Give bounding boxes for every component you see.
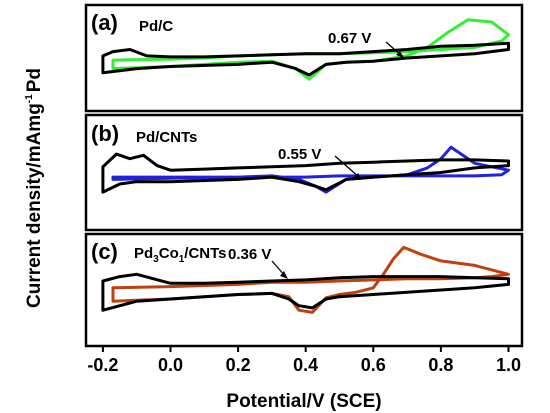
y-axis-title: Current density/mAmg-1Pd xyxy=(24,68,45,308)
x-axis-title: Potential/V (SCE) xyxy=(226,391,381,412)
panel-a-curve-2 xyxy=(101,41,510,77)
panel-b-sample-label: Pd/CNTs xyxy=(136,129,197,146)
panel-a-label: (a) xyxy=(91,10,118,35)
panel-a-annotation: 0.67 V xyxy=(328,30,371,47)
panel-b-annotation: 0.55 V xyxy=(278,146,321,163)
x-tick-label: 0.0 xyxy=(158,355,183,375)
panel-c-annotation: 0.36 V xyxy=(228,246,271,263)
panel-b-label: (b) xyxy=(91,121,119,146)
x-axis-ticks: -0.2 0.0 0.2 0.4 0.6 0.8 1.0 xyxy=(87,346,521,375)
panel-b-curve-2 xyxy=(101,152,510,194)
curves-layer xyxy=(101,18,510,314)
arrow-a-head xyxy=(396,51,404,58)
x-tick-label: 0.2 xyxy=(226,355,251,375)
arrow-b xyxy=(334,155,361,179)
panel-c-sample-label: Pd3Co1/CNTs xyxy=(134,245,227,265)
arrow-c-head xyxy=(280,271,288,279)
panel-c-label: (c) xyxy=(91,239,118,264)
panel-a-frame xyxy=(84,3,524,113)
x-tick-label: 0.6 xyxy=(361,355,386,375)
panel-b-frame xyxy=(84,113,524,232)
x-tick-label: -0.2 xyxy=(87,355,118,375)
x-tick-label: 0.8 xyxy=(428,355,453,375)
annotation-arrows xyxy=(271,41,404,279)
panel-c-frame xyxy=(84,232,524,348)
x-tick-label: 1.0 xyxy=(496,355,521,375)
x-tick-label: 0.4 xyxy=(293,355,318,375)
panel-c-curve-2 xyxy=(101,272,510,312)
panel-a-sample-label: Pd/C xyxy=(139,18,173,35)
arrow-b-head xyxy=(354,173,362,180)
